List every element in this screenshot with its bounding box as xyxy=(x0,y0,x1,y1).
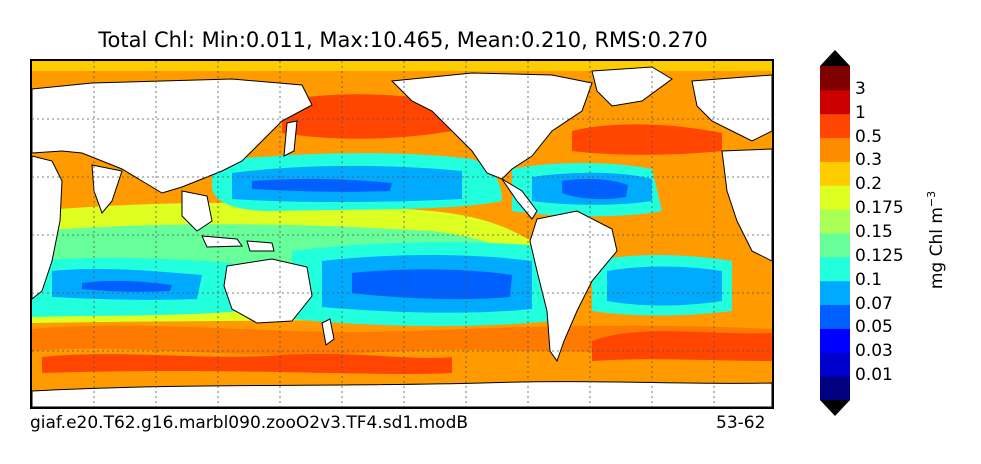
units-exponent: −3 xyxy=(925,190,939,208)
colorbar-tick-label: 0.2 xyxy=(855,174,883,195)
run-id-label: giaf.e20.T62.g16.marbl090.zooO2v3.TF4.sd… xyxy=(30,413,469,433)
southern-red-east xyxy=(592,331,772,361)
colorbar-tick-label: 0.3 xyxy=(855,150,883,171)
npac-core xyxy=(252,178,392,192)
colorbar-tick-label: 0.175 xyxy=(855,198,904,219)
indonesia-land xyxy=(201,235,243,248)
northamerica-land xyxy=(390,72,593,180)
colorbar-tick-label: 0.5 xyxy=(855,126,883,147)
map-canvas xyxy=(32,61,772,407)
africa-land xyxy=(32,155,63,300)
europe-land xyxy=(691,74,772,142)
antarctica-land xyxy=(32,381,772,407)
colorbar-tick-label: 0.15 xyxy=(855,222,893,242)
colorbar-tick-label: 1 xyxy=(855,102,866,123)
units-base: mg Chl m xyxy=(926,207,947,290)
gridlines xyxy=(32,61,772,407)
colorbar-segment xyxy=(820,256,850,282)
chlorophyll-map xyxy=(30,59,774,409)
colorbar xyxy=(820,50,850,416)
colorbar-tick-label: 0.05 xyxy=(855,317,893,338)
japan-land xyxy=(283,120,298,157)
spac-core xyxy=(352,269,512,300)
natl-core xyxy=(562,178,628,200)
colorbar-segment xyxy=(820,161,850,186)
years-label: 53-62 xyxy=(716,413,766,433)
colorbar-segment xyxy=(820,66,850,91)
units-label: mg Chl m−3 xyxy=(925,191,947,289)
asia-land xyxy=(32,78,313,194)
satl-gyre xyxy=(607,266,722,306)
colorbar-segment xyxy=(820,304,850,329)
newguinea-land xyxy=(246,240,275,252)
colorbar-segment xyxy=(820,89,850,115)
colorbar-segment xyxy=(820,328,850,353)
natl-north-red xyxy=(572,124,722,155)
map-title: Total Chl: Min:0.011, Max:10.465, Mean:0… xyxy=(98,28,708,52)
colorbar-tick-label: 0.03 xyxy=(855,341,893,362)
southamerica-land xyxy=(529,210,618,363)
colorbar-segment xyxy=(820,352,850,377)
colorbar-segment xyxy=(820,185,850,210)
colorbar-segment xyxy=(820,113,850,139)
seasia-land xyxy=(181,190,213,232)
colorbar-tick-label: 0.125 xyxy=(855,245,904,266)
colorbar-segment xyxy=(820,209,850,234)
newzealand-land xyxy=(321,318,335,346)
colorbar-segment xyxy=(820,233,850,258)
colorbar-segment xyxy=(820,137,850,162)
colorbar-under-triangle xyxy=(820,400,850,416)
land-group xyxy=(32,66,772,407)
centralamerica-land xyxy=(501,178,538,220)
australia-land xyxy=(223,258,313,324)
colorbar-tick-label: 0.1 xyxy=(855,269,883,290)
colorbar-tick-label: 0.07 xyxy=(855,293,893,314)
westafrica-land xyxy=(721,148,772,262)
southern-red xyxy=(42,354,452,374)
colorbar-segment xyxy=(820,280,850,306)
npac-north-red xyxy=(282,94,452,139)
colorbar-over-triangle xyxy=(820,50,850,66)
arctic-band xyxy=(32,61,772,71)
colorbar-tick-label: 0.01 xyxy=(855,365,893,386)
indian-core xyxy=(82,280,172,292)
colorbar-tick-label: 3 xyxy=(855,78,866,99)
colorbar-segment xyxy=(820,376,850,401)
